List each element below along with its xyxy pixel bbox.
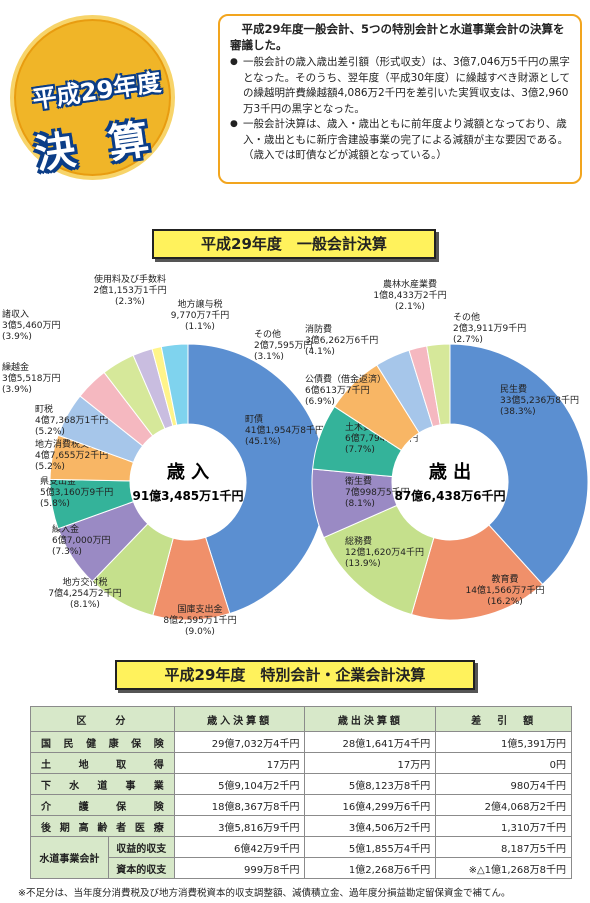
row-subcategory: 資本的収支: [107, 857, 175, 879]
slice-label: 町債 41億1,954万8千円(45.1%): [245, 413, 324, 447]
row-category: 国民健康保険: [30, 731, 175, 753]
row-subcategory: 収益的収支: [107, 836, 175, 858]
row-revenue: 3億5,816万9千円: [173, 815, 306, 837]
donut-center-title: 歳 入: [167, 462, 209, 483]
donut-center-total: 87億6,438万6千円: [394, 488, 505, 503]
row-category: 介護保険: [30, 794, 175, 816]
row-expenditure: 16億4,299万6千円: [304, 794, 437, 816]
table-row: 資本的収支 999万8千円 1億2,268万6千円 ※△1億1,268万8千円: [31, 857, 572, 879]
slice-label: その他 2億3,911万9千円(2.7%): [453, 311, 526, 345]
slice-label: 公債費（借金返済） 6億613万7千円(6.9%): [305, 373, 386, 407]
slice-label: 衛生費 7億998万5千円(8.1%): [345, 475, 410, 509]
row-expenditure: 5億8,123万8千円: [304, 773, 437, 795]
row-category: 土地取得: [30, 752, 175, 774]
row-difference: 2億4,068万2千円: [435, 794, 572, 816]
summary-lead: 平成29年度一般会計、5つの特別会計と水道事業会計の決算を審議した。: [230, 22, 565, 52]
slice-label: 繰越金 3億5,518万円(3.9%): [2, 361, 61, 395]
row-revenue: 18億8,367万8千円: [173, 794, 306, 816]
row-difference: 980万4千円: [435, 773, 572, 795]
donut-center-total: 91億3,485万1千円: [132, 488, 243, 503]
slice-label: 地方交付税 7億4,254万2千円(8.1%): [48, 576, 121, 610]
header-expenditure: 歳出決算額: [304, 706, 437, 732]
row-revenue: 29億7,032万4千円: [173, 731, 306, 753]
header-revenue: 歳入決算額: [173, 706, 306, 732]
slice-町債: [187, 343, 327, 615]
table-row: 土地取得 17万円 17万円 0円: [30, 752, 572, 774]
header-category: 区 分: [30, 706, 175, 732]
row-difference: 1,310万7千円: [435, 815, 572, 837]
row-category: 水道事業会計: [30, 836, 109, 879]
slice-label: 国庫支出金 8億2,595万1千円(9.0%): [163, 603, 236, 637]
slice-label: 地方譲与税 9,770万7千円(1.1%): [171, 298, 230, 332]
slice-label: 民生費 33億5,236万8千円(38.3%): [500, 383, 579, 417]
table-header-row: 区 分 歳入決算額 歳出決算額 差 引 額: [30, 706, 572, 732]
row-expenditure: 3億4,506万2千円: [304, 815, 437, 837]
row-difference: 8,187万5千円: [435, 836, 572, 858]
special-account-title: 平成29年度 特別会計・企業会計決算: [115, 660, 475, 690]
table-row: 下水道事業 5億9,104万2千円 5億8,123万8千円 980万4千円: [30, 773, 572, 795]
header-difference: 差 引 額: [435, 706, 572, 732]
row-expenditure: 28億1,641万4千円: [304, 731, 437, 753]
slice-label: 総務費 12億1,620万4千円(13.9%): [345, 535, 424, 569]
table-row: 水道事業会計 収益的収支 6億42万9千円 5億1,855万4千円 8,187万…: [30, 836, 572, 879]
slice-label: 使用料及び手数料 2億1,153万1千円(2.3%): [93, 273, 166, 307]
fiscal-badge: 平成29年度 決 算: [10, 15, 175, 180]
expenditure-donut: 民生費 33億5,236万8千円(38.3%) 教育費 14億1,566万7千円(16…: [305, 278, 589, 621]
table-row: 後期高齢者医療 3億5,816万9千円 3億4,506万2千円 1,310万7千…: [30, 815, 572, 837]
row-expenditure: 17万円: [304, 752, 437, 774]
slice-label: 教育費 14億1,566万7千円(16.2%): [466, 573, 545, 607]
slice-総務費: [323, 504, 435, 616]
summary-point: 一般会計の歳入歳出差引額（形式収支）は、3億7,046万5千円の黒字となった。そ…: [230, 55, 570, 117]
slice-label: 諸収入 3億5,460万円(3.9%): [2, 308, 61, 342]
special-account-table: 区 分 歳入決算額 歳出決算額 差 引 額 国民健康保険 29億7,032万4千…: [30, 706, 572, 879]
slice-民生費: [449, 343, 589, 586]
table-row: 介護保険 18億8,367万8千円 16億4,299万6千円 2億4,068万2…: [30, 794, 572, 816]
slice-その他: [426, 343, 451, 426]
slice-label: 県支出金 5億3,160万9千円(5.8%): [40, 475, 113, 509]
slice-教育費: [410, 524, 544, 621]
donut-charts: 町債 41億1,954万8千円(45.1%) 国庫支出金 8億2,595万1千円(9.…: [2, 273, 589, 637]
row-expenditure: 5億1,855万4千円: [304, 836, 437, 858]
slice-その他: [160, 343, 189, 426]
donut-center-title: 歳 出: [429, 461, 471, 483]
row-revenue: 6億42万9千円: [173, 836, 306, 858]
summary-point: 一般会計決算は、歳入・歳出ともに前年度より減額となっており、歳入・歳出ともに新庁…: [230, 117, 570, 164]
slice-label: 町税 4億7,368万1千円(5.2%): [35, 403, 108, 437]
slice-label: 消防費 3億6,262万6千円(4.1%): [305, 323, 378, 357]
row-revenue: 999万8千円: [173, 857, 306, 879]
row-difference: 0円: [435, 752, 572, 774]
badge-title: 決 算: [32, 115, 162, 179]
row-difference: 1億5,391万円: [435, 731, 572, 753]
table-row: 国民健康保険 29億7,032万4千円 28億1,641万4千円 1億5,391…: [30, 731, 572, 753]
slice-label: 農林水産業費 1億8,433万2千円(2.1%): [373, 278, 446, 312]
row-category: 下水道事業: [30, 773, 175, 795]
row-revenue: 5億9,104万2千円: [173, 773, 306, 795]
summary-box: 平成29年度一般会計、5つの特別会計と水道事業会計の決算を審議した。 一般会計の…: [218, 14, 582, 184]
footnote: ※不足分は、当年度分消費税及び地方消費税資本的収支調整額、減債積立金、過年度分損…: [18, 888, 511, 899]
slice-label: その他 2億7,595万円(3.1%): [254, 328, 313, 362]
row-revenue: 17万円: [173, 752, 306, 774]
row-difference: ※△1億1,268万8千円: [435, 857, 572, 879]
revenue-donut: 町債 41億1,954万8千円(45.1%) 国庫支出金 8億2,595万1千円(9.…: [2, 273, 327, 637]
row-expenditure: 1億2,268万6千円: [304, 857, 437, 879]
general-account-title: 平成29年度 一般会計決算: [152, 229, 436, 259]
row-category: 後期高齢者医療: [30, 815, 175, 837]
